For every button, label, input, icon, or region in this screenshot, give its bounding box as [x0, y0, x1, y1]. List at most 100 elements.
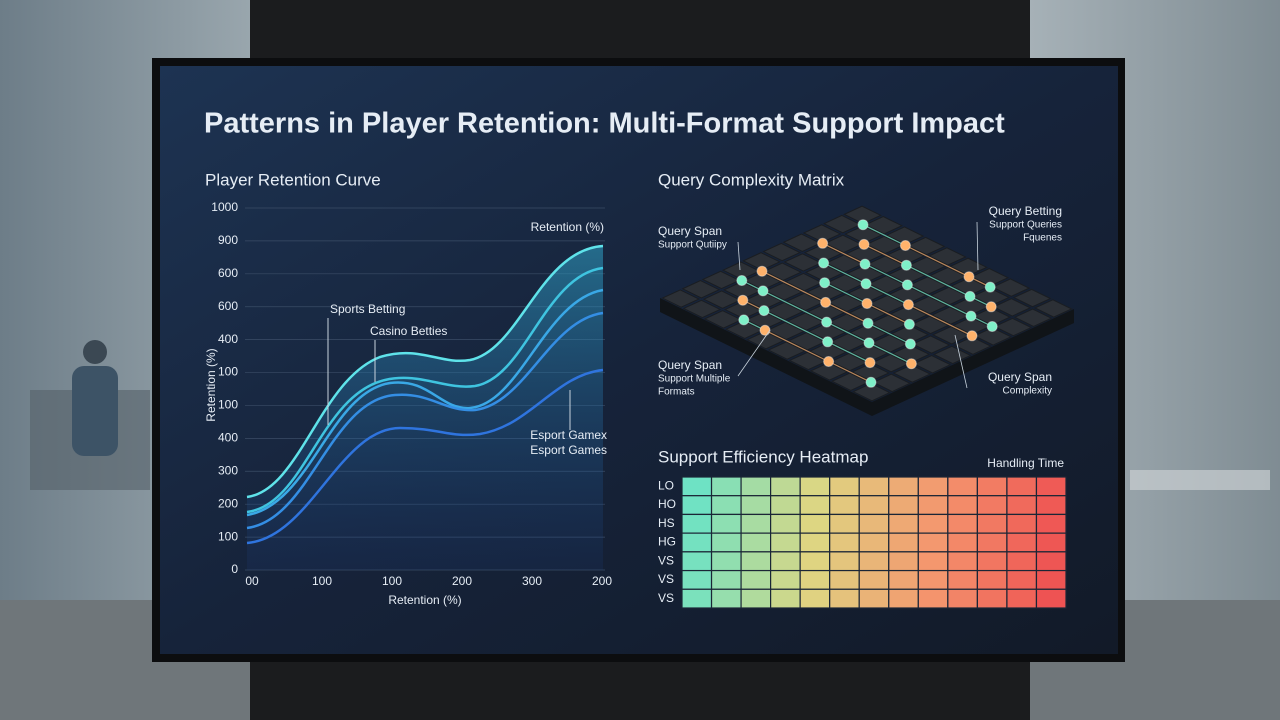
y-tick-label: 1000 [211, 200, 238, 214]
heat-cell [770, 476, 801, 497]
x-tick-label: 00 [245, 574, 259, 588]
matrix-cell [848, 304, 887, 323]
matrix-link [763, 310, 828, 343]
matrix-link [822, 242, 866, 265]
matrix-cell [843, 205, 882, 225]
person [72, 366, 118, 456]
heat-cell [740, 532, 772, 553]
matrix-node [863, 337, 875, 349]
desk [1130, 470, 1270, 490]
matrix-link [862, 224, 906, 247]
row-label: VS [658, 572, 674, 586]
matrix-cell [742, 252, 781, 271]
matrix-cell [907, 256, 947, 275]
heat-cell [858, 495, 890, 516]
matrix-cell [849, 323, 888, 343]
heat-cell [917, 513, 949, 534]
heat-cell [858, 588, 890, 609]
heat-cell [740, 569, 772, 590]
matrix-cell [743, 271, 782, 291]
annotation: Sports Betting [330, 302, 405, 316]
heat-cell [888, 476, 919, 497]
y-tick-label: 600 [218, 299, 238, 313]
heat-cell [710, 551, 742, 572]
heat-cell [799, 476, 831, 497]
curve [246, 311, 604, 530]
matrix-cell [949, 257, 988, 277]
matrix-node [857, 219, 869, 231]
heat-cell [976, 532, 1008, 553]
matrix-cell [809, 362, 849, 381]
heat-cell [799, 588, 831, 609]
x-tick-label: 200 [452, 574, 472, 588]
matrix-link [868, 342, 912, 365]
matrix-cell [891, 344, 931, 364]
heat-cell [947, 476, 978, 497]
heat-cell [976, 513, 1008, 534]
heatmap: LO HO HS HG VS VS VS [658, 476, 1067, 609]
heat-cell [681, 588, 713, 609]
y-tick-label: 400 [218, 332, 238, 346]
matrix-cell [852, 382, 891, 402]
heat-cell [770, 551, 801, 572]
heat-cell [681, 476, 713, 497]
matrix-cell [661, 289, 701, 308]
heat-cell [917, 588, 949, 609]
callout-text: Support Queries [989, 220, 1062, 231]
x-tick-label: 100 [312, 574, 332, 588]
callout-title: Query Betting [989, 204, 1062, 218]
matrix-link [865, 283, 909, 306]
matrix-link [825, 301, 869, 324]
heat-cell [976, 569, 1008, 590]
matrix-cell [845, 245, 884, 264]
matrix-cell [911, 335, 951, 354]
panel-title: Player Retention Curve [205, 170, 381, 189]
matrix-cell [802, 224, 842, 243]
page-title: Patterns in Player Retention: Multi-Form… [204, 108, 1005, 140]
heat-cell [976, 551, 1008, 572]
heat-cell [829, 513, 860, 534]
legend-label: Handling Time [987, 456, 1064, 470]
matrix-cell [805, 283, 845, 302]
matrix-link [826, 321, 870, 344]
heat-cell [888, 569, 919, 590]
heat-cell [1006, 476, 1038, 497]
panel-title: Support Efficiency Heatmap [658, 447, 868, 466]
callout-title: Query Span [658, 224, 722, 238]
matrix-cell [971, 287, 1011, 307]
matrix-cell [973, 327, 1013, 346]
row-label: VS [658, 591, 674, 605]
heat-cell [1006, 513, 1038, 534]
heat-cell [888, 532, 919, 553]
heat-cell [1006, 588, 1038, 609]
matrix-node [985, 301, 997, 313]
curve [246, 266, 604, 514]
y-tick-label: 100 [218, 529, 238, 543]
heat-cell [1035, 551, 1067, 572]
matrix-cell [1033, 299, 1073, 318]
row-label: HO [658, 497, 676, 511]
matrix-link [907, 284, 972, 317]
matrix-cell [767, 341, 807, 360]
callout-title: Query Span [658, 358, 722, 372]
curve [246, 368, 604, 545]
matrix-link [823, 262, 867, 285]
matrix-cell [885, 226, 925, 245]
matrix-node [964, 290, 976, 302]
matrix-node [900, 259, 912, 271]
matrix-node [736, 275, 748, 286]
callout-text: Support Multiple [658, 374, 731, 385]
matrix-cell [887, 265, 927, 285]
matrix-node [822, 336, 834, 348]
y-tick-label: 900 [218, 233, 238, 247]
heat-cell [829, 588, 860, 609]
y-tick-label: 600 [218, 266, 238, 280]
matrix-cell [681, 280, 721, 299]
matrix-node [759, 324, 771, 336]
matrix-node [905, 358, 917, 370]
matrix-cell [1012, 288, 1052, 308]
heat-cell [947, 569, 978, 590]
matrix-cell [932, 345, 972, 365]
row-label: LO [658, 479, 674, 493]
